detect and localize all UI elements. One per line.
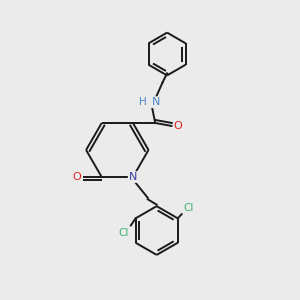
Text: H: H (140, 97, 147, 107)
Text: N: N (129, 172, 137, 182)
Text: Cl: Cl (118, 228, 129, 238)
Text: O: O (174, 121, 182, 131)
Text: O: O (72, 172, 81, 182)
Text: N: N (152, 97, 160, 107)
Text: Cl: Cl (183, 202, 194, 213)
